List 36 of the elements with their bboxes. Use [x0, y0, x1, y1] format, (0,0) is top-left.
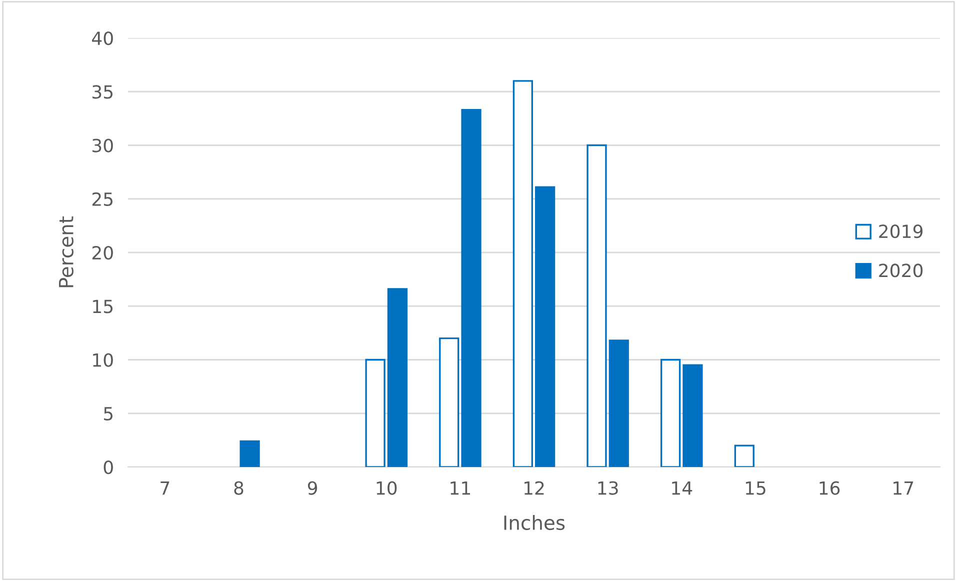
bar: [535, 186, 556, 467]
bar: [365, 358, 386, 467]
x-tick-label: 12: [524, 481, 544, 495]
bar: [682, 364, 703, 467]
bar: [660, 358, 681, 467]
bar: [439, 337, 460, 467]
y-tick-label: 30: [92, 138, 113, 152]
x-tick-label: 9: [308, 481, 318, 495]
y-tick-label: 5: [104, 407, 113, 420]
x-tick-label: 8: [234, 481, 244, 495]
bar: [387, 288, 408, 467]
bar: [608, 340, 629, 467]
bar: [734, 444, 754, 467]
x-tick-label: 7: [160, 481, 170, 495]
y-tick-label: 10: [93, 353, 113, 367]
legend-label: 2020: [879, 264, 923, 278]
y-tick-label: 25: [92, 192, 113, 206]
y-tick-label: 40: [92, 31, 113, 46]
bar: [512, 80, 533, 467]
y-tick-label: 15: [93, 300, 113, 314]
bar: [461, 109, 482, 467]
x-axis-title: Inches: [504, 515, 565, 530]
y-tick-label: 20: [92, 246, 113, 260]
x-tick-label: 17: [894, 481, 914, 495]
x-tick-label: 16: [820, 481, 840, 495]
x-tick-label: 14: [672, 481, 692, 495]
legend-label: 2019: [879, 224, 922, 238]
x-tick-label: 15: [746, 481, 766, 495]
bar: [586, 144, 607, 467]
x-tick-label: 10: [376, 481, 397, 495]
y-tick-label: 35: [92, 85, 113, 99]
x-tick-label: 11: [450, 481, 470, 495]
y-tick-label: 0: [104, 460, 113, 474]
bar: [240, 440, 260, 467]
x-tick-label: 13: [598, 481, 618, 495]
y-axis-title: Percent: [59, 216, 74, 288]
